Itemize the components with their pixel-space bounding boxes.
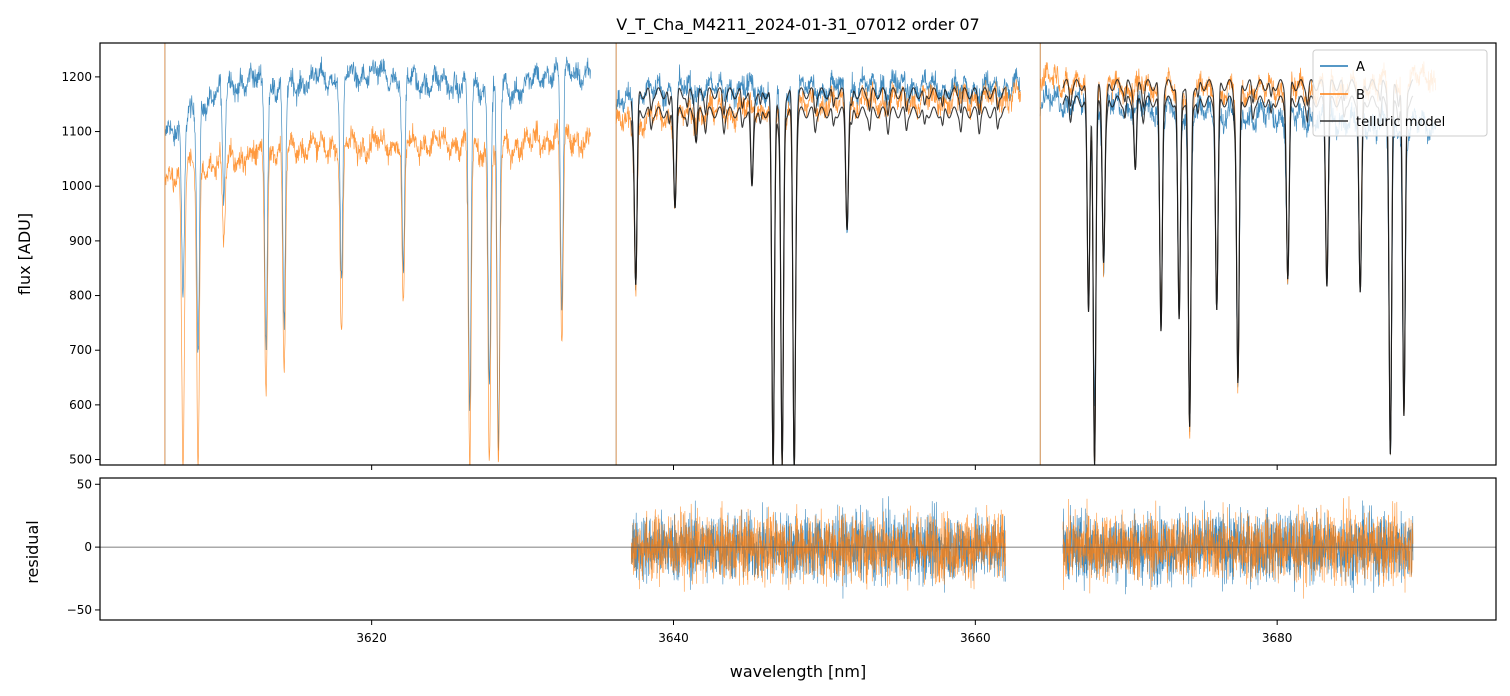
- bottom-axes-frame: [99, 477, 1497, 621]
- bottom-y-tick-label: −50: [67, 603, 92, 617]
- bottom-y-axis-label: residual: [23, 520, 42, 583]
- bottom-y-axis: −50 0 50: [67, 477, 100, 617]
- series-a-spectrum-segment: [1039, 81, 1436, 456]
- bottom-x-axis-label: wavelength [nm]: [730, 662, 867, 681]
- top-y-tick-label: 600: [69, 398, 92, 412]
- bottom-x-tick-label: 3680: [1262, 631, 1293, 645]
- bottom-x-tick-label: 3660: [960, 631, 991, 645]
- top-y-axis-label: flux [ADU]: [15, 213, 34, 295]
- legend-label-b: B: [1356, 88, 1365, 103]
- top-y-axis: 500 600 700 800 900 1000 1100 1200: [61, 70, 100, 467]
- legend-box: [1312, 49, 1488, 137]
- bottom-x-tick-label: 3640: [658, 631, 689, 645]
- top-y-tick-label: 500: [69, 453, 92, 467]
- top-y-tick-label: 1100: [61, 125, 92, 139]
- telluric-model-trace: [630, 87, 1006, 465]
- residual-b-segment: [630, 501, 1006, 592]
- top-axes-frame: [99, 42, 1497, 466]
- series-b-spectrum-segment: [615, 79, 1021, 465]
- bottom-plot-area: [100, 496, 1496, 599]
- legend-label-a: A: [1356, 60, 1365, 75]
- top-y-tick-label: 800: [69, 289, 92, 303]
- top-y-tick-label: 900: [69, 234, 92, 248]
- legend: A B telluric model: [1312, 49, 1488, 137]
- top-y-tick-label: 700: [69, 343, 92, 357]
- top-x-axis: [371, 465, 1278, 470]
- telluric-model-trace: [1062, 79, 1414, 465]
- top-y-tick-label: 1200: [61, 70, 92, 84]
- series-b-spectrum-segment: [164, 119, 591, 465]
- bottom-x-tick-label: 3620: [356, 631, 387, 645]
- bottom-y-tick-label: 50: [77, 477, 92, 491]
- top-plot-area: [164, 43, 1436, 465]
- series-a-spectrum-segment: [164, 56, 591, 451]
- legend-label-telluric: telluric model: [1356, 115, 1445, 130]
- bottom-y-tick-label: 0: [84, 540, 92, 554]
- top-y-tick-label: 1000: [61, 179, 92, 193]
- residual-b-segment: [1062, 496, 1414, 599]
- telluric-model-trace: [630, 106, 1006, 465]
- bottom-x-axis: 3620 3640 3660 3680: [356, 620, 1292, 645]
- chart-title: V_T_Cha_M4211_2024-01-31_07012 order 07: [616, 15, 979, 35]
